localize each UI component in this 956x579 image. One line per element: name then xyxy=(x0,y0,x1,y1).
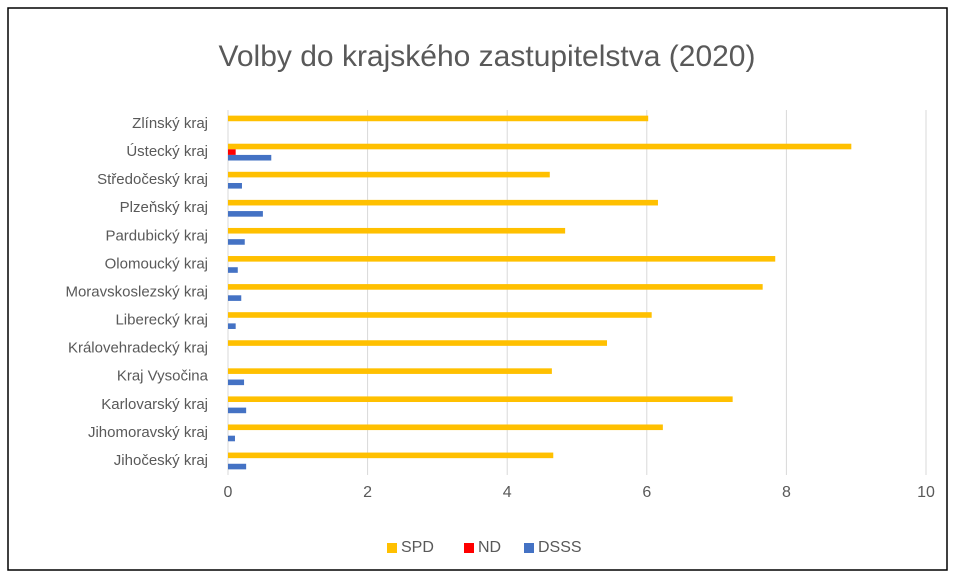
bar xyxy=(228,463,247,470)
bar xyxy=(228,115,649,122)
legend-swatch xyxy=(387,543,397,553)
y-tick-label: Plzeňský kraj xyxy=(120,199,208,216)
x-tick-label: 0 xyxy=(224,484,233,501)
legend-label: SPD xyxy=(401,539,434,556)
y-tick-label: Středočeský kraj xyxy=(97,171,208,188)
x-tick-label: 8 xyxy=(782,484,791,501)
bar xyxy=(228,143,852,150)
y-tick-label: Liberecký kraj xyxy=(115,312,208,329)
bar xyxy=(228,267,238,273)
x-tick-label: 2 xyxy=(363,484,372,501)
bar xyxy=(228,199,658,206)
bar xyxy=(228,396,733,403)
bar xyxy=(228,256,776,262)
y-tick-label: Královehradecký kraj xyxy=(68,340,208,357)
y-tick-label: Kraj Vysočina xyxy=(117,368,209,385)
x-tick-label: 6 xyxy=(642,484,651,501)
bar xyxy=(228,312,652,318)
bar xyxy=(228,227,566,234)
bar xyxy=(228,182,242,189)
bar xyxy=(228,323,236,329)
bar xyxy=(228,379,245,386)
y-tick-label: Jihomoravský kraj xyxy=(88,424,208,441)
bar xyxy=(228,424,663,431)
chart-title: Volby do krajského zastupitelstva (2020) xyxy=(219,40,756,73)
bar xyxy=(228,295,242,301)
y-tick-label: Olomoucký kraj xyxy=(105,255,208,272)
legend-swatch xyxy=(524,543,534,553)
bar xyxy=(228,435,235,442)
bar xyxy=(228,154,272,161)
y-tick-label: Moravskoslezský kraj xyxy=(65,283,208,300)
bar xyxy=(228,407,247,414)
legend-swatch xyxy=(464,543,474,553)
y-tick-label: Jihočeský kraj xyxy=(114,452,208,469)
bar xyxy=(228,149,236,155)
y-tick-label: Pardubický kraj xyxy=(105,227,208,244)
y-tick-label: Karlovarský kraj xyxy=(101,396,208,413)
bar xyxy=(228,452,554,459)
bar xyxy=(228,284,763,290)
bar xyxy=(228,171,550,178)
legend-label: ND xyxy=(478,539,501,556)
bar xyxy=(228,239,245,245)
x-tick-label: 10 xyxy=(917,484,935,501)
y-tick-label: Ústecký kraj xyxy=(126,143,208,160)
legend-label: DSSS xyxy=(538,539,582,556)
x-tick-label: 4 xyxy=(503,484,512,501)
bar xyxy=(228,340,608,346)
bar xyxy=(228,368,552,374)
y-tick-label: Zlínský kraj xyxy=(132,115,208,132)
bar xyxy=(228,211,263,217)
